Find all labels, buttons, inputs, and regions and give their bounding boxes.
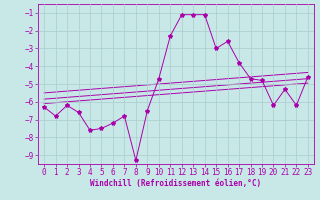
X-axis label: Windchill (Refroidissement éolien,°C): Windchill (Refroidissement éolien,°C): [91, 179, 261, 188]
